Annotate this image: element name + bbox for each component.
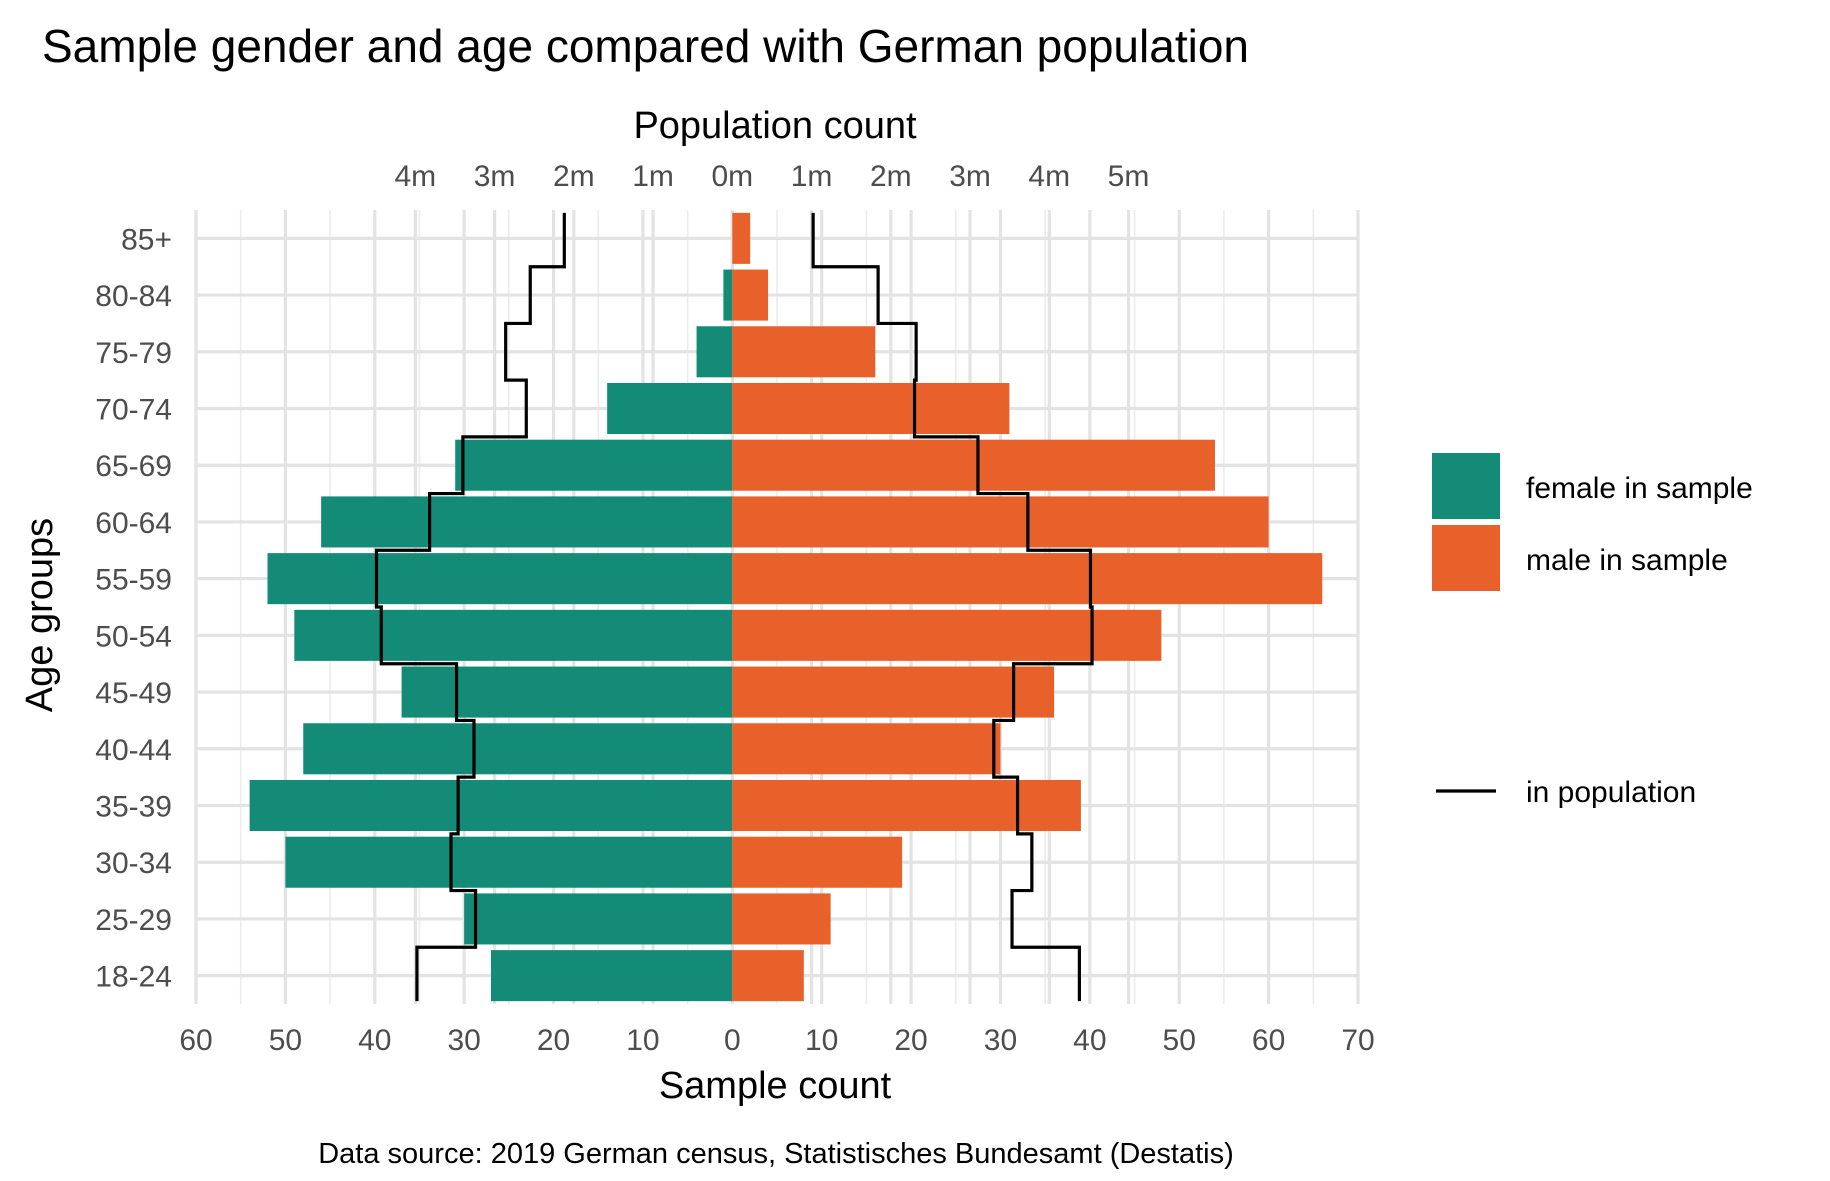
y-tick-label: 65-69 (95, 450, 172, 483)
x-tick-label: 40 (358, 1024, 391, 1057)
x2-tick-label: 4m (1028, 160, 1070, 193)
bar-male-75-79 (732, 326, 876, 378)
x-tick-label: 10 (626, 1024, 659, 1057)
y-tick-label: 30-34 (95, 847, 172, 880)
y-tick-label: 18-24 (95, 961, 172, 994)
x-axis-title: Sample count (659, 1065, 892, 1107)
y-tick-label: 40-44 (95, 734, 172, 767)
bar-male-65-69 (732, 439, 1215, 491)
x-tick-label: 60 (179, 1024, 212, 1057)
bar-male-85+ (732, 212, 751, 264)
population-lines (374, 212, 1094, 1002)
x2-tick-label: 1m (791, 160, 833, 193)
bar-female-65-69 (455, 439, 733, 491)
bar-female-70-74 (607, 382, 733, 435)
bar-female-80-84 (723, 269, 733, 321)
bar-female-35-39 (249, 779, 733, 832)
legend-swatch-female (1432, 453, 1500, 519)
x-tick-label: 50 (1163, 1024, 1196, 1057)
y-tick-label: 50-54 (95, 620, 172, 653)
bar-female-50-54 (294, 609, 733, 661)
bar-female-30-34 (285, 836, 733, 888)
x-tick-label: 20 (537, 1024, 570, 1057)
y-axis-ticks: 18-24 25-29 30-34 35-39 40-44 45-49 50-54 55-59… (95, 223, 172, 993)
x2-tick-label: 1m (632, 160, 674, 193)
x2-axis-title: Population count (633, 105, 917, 147)
x-tick-label: 10 (805, 1024, 838, 1057)
legend: female in sample male in sample in populat… (1432, 453, 1753, 809)
x-tick-label: 50 (269, 1024, 302, 1057)
y-tick-label: 80-84 (95, 280, 172, 313)
x2-tick-label: 3m (474, 160, 516, 193)
bar-male-25-29 (732, 893, 831, 945)
legend-swatch-male (1432, 525, 1500, 591)
y-tick-label: 35-39 (95, 791, 172, 824)
bar-male-30-34 (732, 836, 903, 888)
bar-female-60-64 (321, 496, 733, 548)
x-tick-label: 20 (894, 1024, 927, 1057)
bar-female-75-79 (696, 326, 733, 378)
legend-label-population: in population (1526, 776, 1696, 809)
bars (249, 212, 1323, 1002)
bar-male-70-74 (732, 382, 1010, 435)
y-tick-label: 70-74 (95, 394, 172, 427)
bar-female-45-49 (401, 666, 733, 718)
y-tick-label: 45-49 (95, 677, 172, 710)
bar-male-80-84 (732, 269, 769, 321)
y-tick-label: 55-59 (95, 564, 172, 597)
bar-female-55-59 (267, 553, 733, 605)
y-tick-label: 85+ (121, 223, 172, 256)
x-tick-label: 0 (724, 1024, 741, 1057)
x2-tick-label: 2m (870, 160, 912, 193)
x-tick-label: 70 (1341, 1024, 1374, 1057)
population-line-male (811, 212, 1094, 1002)
bar-male-60-64 (732, 496, 1269, 548)
x-tick-label: 30 (984, 1024, 1017, 1057)
bar-female-18-24 (490, 950, 733, 1002)
bar-male-18-24 (732, 950, 804, 1002)
bar-male-50-54 (732, 609, 1162, 661)
x2-tick-label: 0m (711, 160, 753, 193)
x-tick-label: 40 (1073, 1024, 1106, 1057)
x2-axis-ticks: 4m 3m 2m 1m 0m 1m 2m 3m 4m 5m (394, 160, 1149, 193)
bar-male-45-49 (732, 666, 1055, 718)
bar-female-40-44 (303, 723, 733, 775)
y-tick-label: 75-79 (95, 337, 172, 370)
bar-male-55-59 (732, 553, 1323, 605)
x2-tick-label: 2m (553, 160, 595, 193)
population-line-female (374, 212, 566, 1002)
x-tick-label: 30 (447, 1024, 480, 1057)
x-axis-ticks: 60 50 40 30 20 10 0 10 20 30 40 50 60 70 (179, 1024, 1374, 1057)
legend-label-female: female in sample (1526, 472, 1753, 505)
legend-label-male: male in sample (1526, 544, 1728, 577)
bar-female-25-29 (464, 893, 733, 945)
x-tick-label: 60 (1252, 1024, 1285, 1057)
bar-male-40-44 (732, 723, 1001, 775)
y-axis-title: Age groups (19, 518, 61, 712)
y-tick-label: 25-29 (95, 904, 172, 937)
y-tick-label: 60-64 (95, 507, 172, 540)
chart-title: Sample gender and age compared with Germ… (42, 20, 1249, 72)
x2-tick-label: 4m (394, 160, 436, 193)
x2-tick-label: 5m (1108, 160, 1150, 193)
bar-male-35-39 (732, 779, 1081, 832)
x2-tick-label: 3m (949, 160, 991, 193)
chart-caption: Data source: 2019 German census, Statist… (318, 1138, 1234, 1170)
